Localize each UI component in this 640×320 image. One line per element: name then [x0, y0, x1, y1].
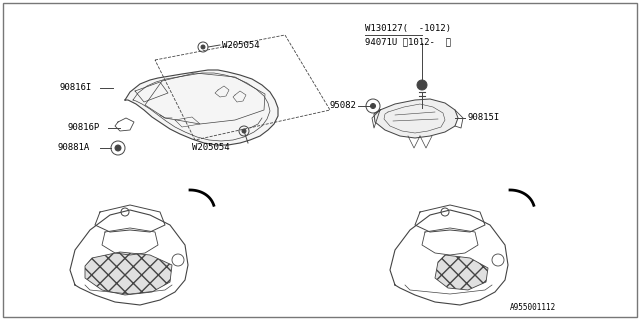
Text: W205054: W205054: [222, 41, 260, 50]
Polygon shape: [435, 255, 488, 290]
Text: 90881A: 90881A: [58, 143, 90, 153]
Text: A955001112: A955001112: [509, 302, 556, 311]
Text: 90816P: 90816P: [68, 124, 100, 132]
Circle shape: [201, 45, 205, 49]
Text: W205054: W205054: [192, 142, 230, 151]
Text: 90816I: 90816I: [60, 84, 92, 92]
Circle shape: [115, 145, 121, 151]
Text: W130127(  -1012): W130127( -1012): [365, 23, 451, 33]
Text: 95082: 95082: [330, 101, 357, 110]
Polygon shape: [125, 70, 278, 145]
Polygon shape: [374, 99, 458, 138]
Circle shape: [371, 103, 376, 108]
Polygon shape: [85, 252, 172, 295]
Text: 94071U 〈1012-  〉: 94071U 〈1012- 〉: [365, 37, 451, 46]
Circle shape: [417, 80, 427, 90]
Text: 90815I: 90815I: [467, 114, 499, 123]
Circle shape: [242, 129, 246, 133]
